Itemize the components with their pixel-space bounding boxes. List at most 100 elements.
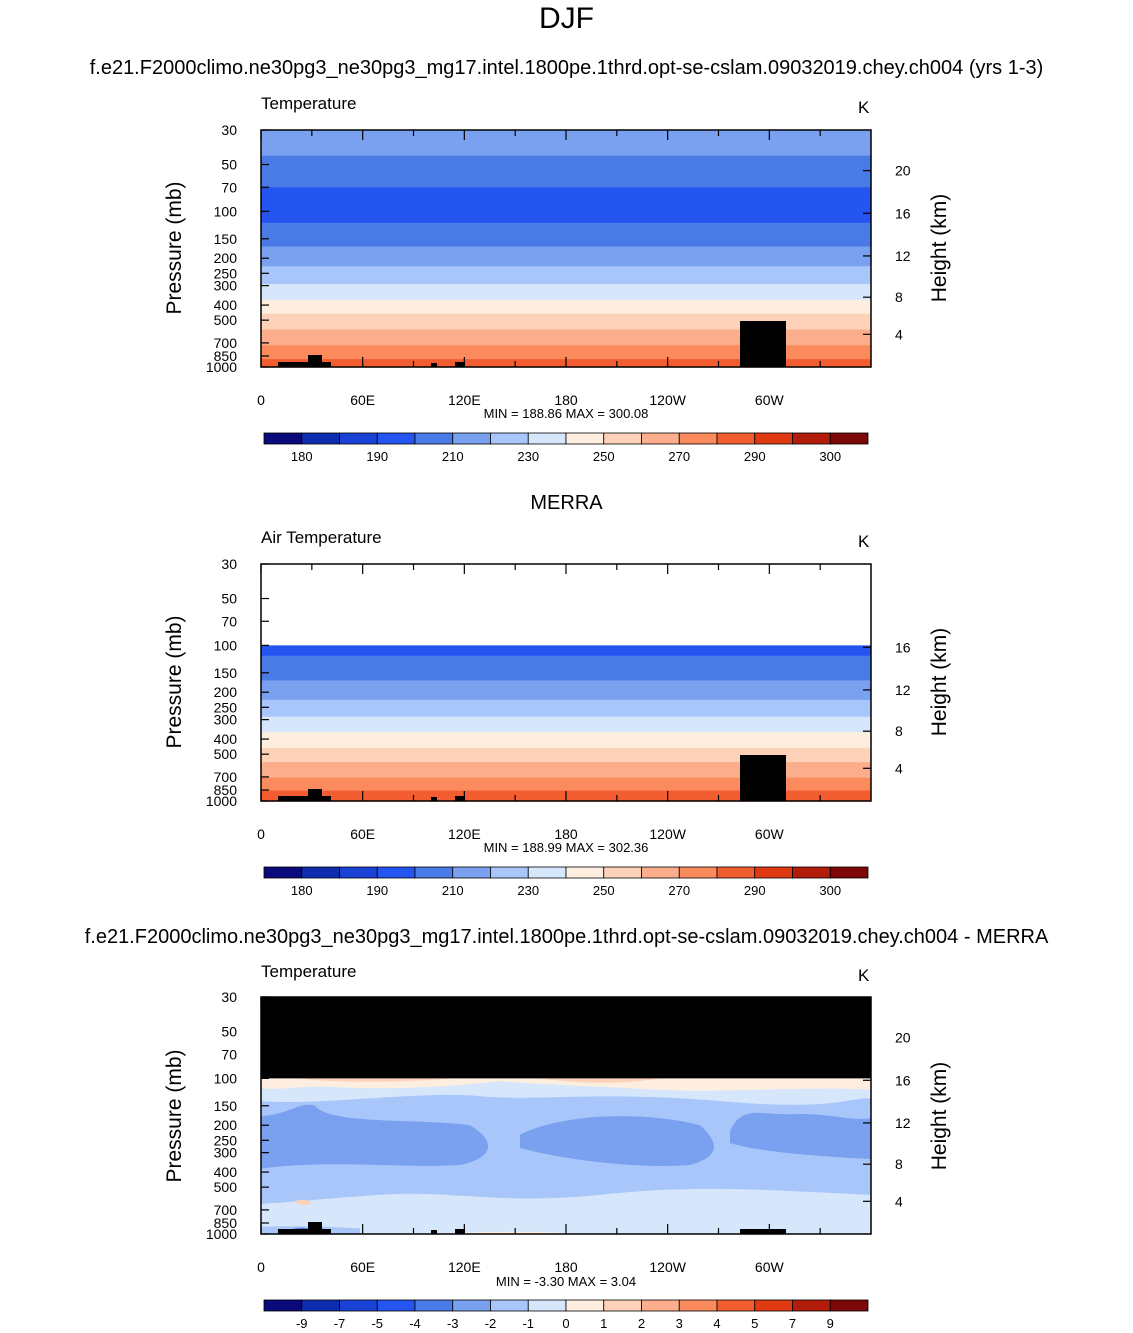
field-band	[261, 203, 871, 206]
y-tick-label: 250	[214, 699, 238, 715]
field-band	[261, 189, 871, 192]
field-band	[261, 689, 871, 692]
colorbar-swatch	[641, 432, 680, 445]
colorbar-swatch	[414, 866, 454, 879]
colorbar-label: 190	[366, 883, 388, 898]
field-band	[261, 768, 871, 771]
panel-2-colorbar: 180 190 210 230 250 270 290 300	[263, 866, 869, 898]
field-band	[261, 258, 871, 261]
panel-2-min-max: MIN = 188.99 MAX = 302.36	[483, 840, 649, 855]
y2-tick-label: 4	[895, 760, 903, 776]
field-band	[261, 179, 871, 182]
colorbar-swatch	[263, 1299, 303, 1312]
field-band	[261, 789, 871, 792]
field-band	[261, 738, 871, 741]
field-band	[261, 660, 871, 663]
colorbar-swatch	[792, 432, 831, 445]
field-band	[261, 764, 871, 767]
colorbar-swatch	[678, 866, 718, 879]
field-band	[261, 720, 871, 723]
colorbar-label: 1	[600, 1316, 607, 1331]
y-tick-label: 30	[221, 989, 237, 1005]
y-tick-label: 1000	[206, 793, 237, 809]
field-band	[261, 131, 871, 135]
panel-2-variable-label: Air Temperature	[261, 528, 382, 547]
topography-mask	[455, 1229, 465, 1234]
diff-region-plus2	[295, 1199, 312, 1205]
colorbar-swatch	[716, 432, 756, 445]
colorbar-swatch	[829, 1299, 869, 1312]
field-band	[261, 737, 871, 740]
field-band	[261, 772, 871, 775]
field-band	[261, 199, 871, 202]
field-band	[261, 278, 871, 281]
y-tick-label: 70	[221, 179, 237, 195]
x-tick-label: 120E	[448, 1259, 481, 1275]
panel-1-min-max: MIN = 188.86 MAX = 300.08	[483, 406, 649, 421]
plot-frame	[260, 996, 872, 1235]
topography-mask	[431, 797, 437, 801]
field-band	[261, 205, 871, 208]
diff-region-minus1	[261, 1226, 360, 1234]
y-tick-label: 100	[214, 637, 238, 653]
field-band	[261, 670, 871, 672]
topography-mask	[740, 321, 786, 367]
y2-tick-label: 12	[895, 682, 911, 698]
y-tick-label: 300	[214, 712, 238, 728]
panel-1-title: f.e21.F2000climo.ne30pg3_ne30pg3_mg17.in…	[89, 57, 1044, 79]
panel-3-colorbar: -9 -7 -5 -4 -3 -2 -1 0 1 2 3 4 5 7 9	[263, 1299, 869, 1331]
y2-tick-label: 8	[895, 723, 903, 739]
field-band	[261, 185, 871, 188]
field-band	[261, 171, 871, 175]
field-band	[261, 145, 871, 149]
field-band	[261, 746, 871, 749]
panel-1-y2-axis-label: Height (km)	[928, 193, 951, 303]
panel-2-y2-axis-label: Height (km)	[928, 627, 951, 737]
field-band	[261, 706, 871, 709]
panel-2-unit-label: K	[858, 532, 870, 551]
field-band	[261, 262, 871, 265]
topography-mask	[278, 796, 308, 801]
field-band	[261, 724, 871, 727]
topography-mask	[740, 755, 786, 801]
field-band	[261, 307, 871, 311]
field-band	[261, 647, 871, 650]
y-tick-label: 300	[214, 1145, 238, 1161]
y-tick-label: 150	[214, 665, 238, 681]
field-band	[261, 751, 871, 754]
colorbar-label: 9	[827, 1316, 834, 1331]
topography-mask	[740, 1229, 786, 1234]
colorbar-swatch	[490, 1299, 529, 1312]
field-band	[261, 147, 871, 151]
field-band	[261, 264, 871, 267]
field-band	[261, 216, 871, 220]
field-band	[261, 195, 871, 198]
y-tick-label: 50	[221, 157, 237, 173]
field-band	[261, 667, 871, 670]
y-tick-label: 50	[221, 591, 237, 607]
colorbar-label: 290	[744, 883, 766, 898]
field-band	[261, 721, 871, 724]
colorbar-swatch	[527, 866, 567, 879]
y2-tick-label: 16	[895, 639, 911, 655]
topography-mask	[322, 362, 331, 367]
field-band	[261, 252, 871, 256]
topography-mask	[322, 1229, 331, 1234]
topography-mask	[278, 362, 308, 367]
diff-region-minus2	[520, 1116, 714, 1166]
field-band	[261, 244, 871, 248]
field-band	[261, 187, 871, 190]
diff-region-plus2	[540, 1078, 660, 1083]
field-band	[261, 784, 871, 787]
field-band	[261, 775, 871, 777]
field-band	[261, 161, 871, 165]
field-band	[261, 716, 871, 719]
field-band	[261, 680, 871, 683]
x-tick-label: 120W	[649, 1259, 686, 1275]
field-band	[261, 725, 871, 728]
diff-region-minus2	[261, 1104, 489, 1169]
field-band	[261, 797, 871, 800]
field-band	[261, 708, 871, 711]
field-band	[261, 214, 871, 218]
